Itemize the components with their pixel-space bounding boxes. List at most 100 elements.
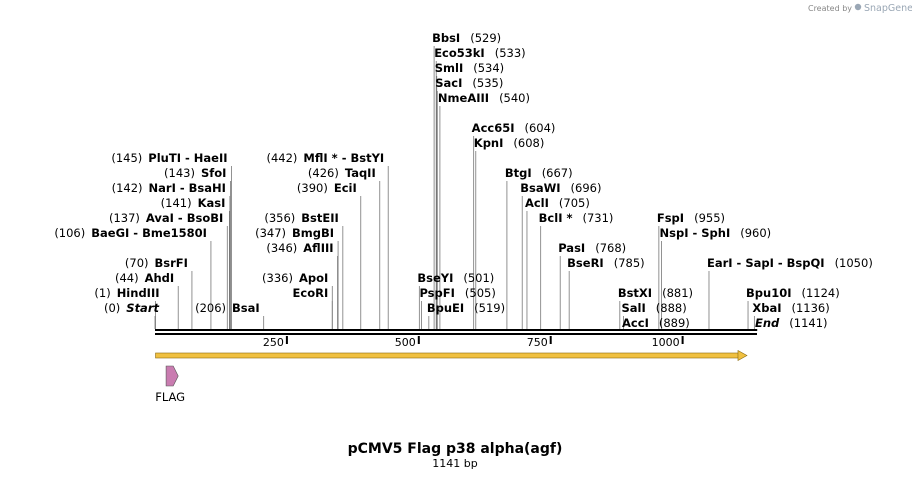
site-position: (1124)	[801, 286, 839, 300]
site-label: (206) BsaI	[195, 301, 260, 315]
site-position: (143)	[164, 166, 195, 180]
site-position: (347)	[255, 226, 286, 240]
site-label: SacI (535)	[435, 76, 503, 90]
site-enzyme: NarI - BsaHI	[149, 181, 226, 195]
site-label: (70) BsrFI	[125, 256, 188, 270]
site-label: EcoRI	[293, 286, 329, 300]
credit-prefix: Created by	[808, 4, 852, 13]
site-enzyme: SmlI	[435, 61, 464, 75]
credit-brand: SnapGene	[864, 3, 912, 14]
site-enzyme: BseYI	[417, 271, 453, 285]
feature-label: FLAG	[155, 390, 185, 404]
snapgene-logo-icon	[854, 3, 862, 11]
site-position: (1050)	[835, 256, 873, 270]
site-label: BseYI (501)	[417, 271, 494, 285]
site-leaders	[154, 46, 758, 331]
site-enzyme: BsaWI	[520, 181, 560, 195]
map-length: 1141 bp	[432, 457, 477, 470]
site-label: BbsI (529)	[432, 31, 501, 45]
site-label: (106) BaeGI - Bme1580I	[54, 226, 207, 240]
site-label: AccI (889)	[622, 316, 690, 330]
site-enzyme: KasI	[198, 196, 226, 210]
site-enzyme: MflI * - BstYI	[303, 151, 384, 165]
site-enzyme: SalI	[622, 301, 646, 315]
site-position: (1136)	[792, 301, 830, 315]
site-label: (356) BstEII	[264, 211, 338, 225]
site-enzyme: AccI	[622, 316, 649, 330]
site-position: (44)	[115, 271, 139, 285]
site-enzyme: Acc65I	[472, 121, 515, 135]
site-label: (141) KasI	[161, 196, 226, 210]
site-label: Acc65I (604)	[472, 121, 556, 135]
site-position: (960)	[740, 226, 771, 240]
site-enzyme: Eco53kI	[434, 46, 485, 60]
snapgene-credit: Created by SnapGene	[808, 3, 912, 14]
site-position: (529)	[470, 31, 501, 45]
site-position: (356)	[264, 211, 295, 225]
site-position: (535)	[472, 76, 503, 90]
ruler-ticks: 250 500 750 1000	[263, 336, 684, 349]
ruler-tick-label: 1000	[652, 336, 680, 349]
site-enzyme: NspI - SphI	[660, 226, 731, 240]
site-enzyme: ApoI	[299, 271, 328, 285]
site-enzyme: BbsI	[432, 31, 460, 45]
site-label: (0) Start	[104, 301, 160, 315]
site-position: (346)	[266, 241, 297, 255]
site-position: (731)	[583, 211, 614, 225]
site-enzyme: BstXI	[618, 286, 652, 300]
restriction-sites: (0) Start (1) HindIII(44) AhdI(70) BsrFI (106)…	[54, 31, 872, 330]
site-label: BpuEI (519)	[427, 301, 505, 315]
site-label: KpnI (608)	[474, 136, 545, 150]
site-position: (141)	[161, 196, 192, 210]
site-position: (70)	[125, 256, 149, 270]
site-label: NmeAIII (540)	[438, 91, 530, 105]
site-label: BseRI (785)	[567, 256, 644, 270]
features: FLAG	[155, 365, 185, 404]
site-enzyme: NmeAIII	[438, 91, 489, 105]
site-position: (142)	[112, 181, 143, 195]
site-position: (0)	[104, 301, 120, 315]
site-enzyme: Bpu10I	[746, 286, 791, 300]
site-position: (137)	[109, 211, 140, 225]
site-position: (955)	[694, 211, 725, 225]
site-position: (336)	[262, 271, 293, 285]
site-position: (505)	[465, 286, 496, 300]
site-label: EarI - SapI - BspQI (1050)	[707, 256, 873, 270]
feature-flag-arrow	[165, 365, 179, 387]
site-position: (1)	[94, 286, 110, 300]
site-label: (442) MflI * - BstYI	[266, 151, 384, 165]
map-title: pCMV5 Flag p38 alpha(agf)	[348, 441, 563, 457]
site-label: (346) AflIII	[266, 241, 333, 255]
orf-arrowhead	[737, 349, 748, 362]
site-enzyme: BmgBI	[292, 226, 334, 240]
site-enzyme: TaqII	[345, 166, 376, 180]
site-label: SmlI (534)	[435, 61, 504, 75]
site-position: (696)	[571, 181, 602, 195]
site-enzyme: AhdI	[145, 271, 175, 285]
orf-bar	[155, 352, 740, 359]
site-position: (608)	[513, 136, 544, 150]
site-enzyme: XbaI	[752, 301, 781, 315]
site-enzyme: BstEII	[301, 211, 339, 225]
site-position: (889)	[659, 316, 690, 330]
site-label: (145) PluTI - HaeII	[111, 151, 227, 165]
ruler-tick-label: 250	[263, 336, 284, 349]
site-enzyme: BclI *	[539, 211, 573, 225]
site-label: NspI - SphI (960)	[660, 226, 772, 240]
site-enzyme: Start	[126, 301, 159, 315]
site-label: (347) BmgBI	[255, 226, 334, 240]
site-label: XbaI (1136)	[752, 301, 829, 315]
site-enzyme: AvaI - BsoBI	[146, 211, 223, 225]
site-enzyme: BpuEI	[427, 301, 464, 315]
site-enzyme: BtgI	[505, 166, 532, 180]
site-enzyme: EarI - SapI - BspQI	[707, 256, 825, 270]
ruler-tick-label: 500	[395, 336, 416, 349]
site-enzyme: AclI	[525, 196, 549, 210]
site-enzyme: AflIII	[303, 241, 333, 255]
site-position: (519)	[474, 301, 505, 315]
site-position: (145)	[111, 151, 142, 165]
ruler-tick-label: 750	[527, 336, 548, 349]
site-label: AclI (705)	[525, 196, 590, 210]
site-label: PspFI (505)	[419, 286, 495, 300]
